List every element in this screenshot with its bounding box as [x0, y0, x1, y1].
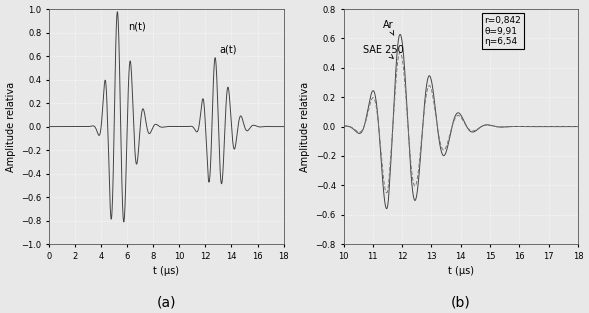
Text: SAE 250: SAE 250	[363, 45, 404, 59]
X-axis label: t (μs): t (μs)	[448, 266, 474, 276]
Text: n(t): n(t)	[128, 21, 146, 31]
Text: (b): (b)	[451, 296, 471, 310]
Text: Ar: Ar	[383, 20, 394, 35]
Y-axis label: Amplitude relativa: Amplitude relativa	[5, 81, 15, 172]
Text: r=0,842
θ=9,91
η=6,54: r=0,842 θ=9,91 η=6,54	[484, 16, 521, 46]
Y-axis label: Amplitude relativa: Amplitude relativa	[300, 81, 310, 172]
Text: (a): (a)	[157, 296, 176, 310]
Text: a(t): a(t)	[220, 44, 237, 54]
X-axis label: t (μs): t (μs)	[153, 266, 179, 276]
